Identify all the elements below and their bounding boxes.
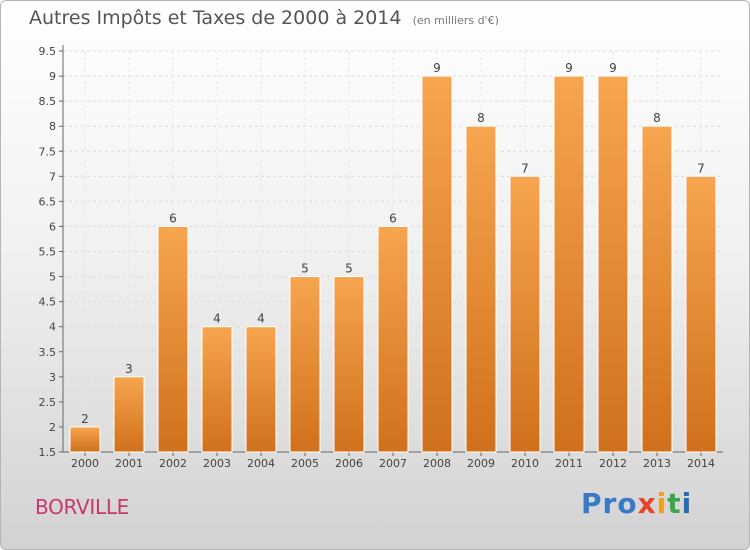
- value-label: 8: [477, 111, 485, 125]
- y-tick-label: 1.5: [39, 446, 57, 459]
- x-tick-label: 2009: [467, 457, 495, 470]
- x-tick-label: 2006: [335, 457, 363, 470]
- bar: [641, 125, 673, 453]
- y-tick-label: 5.5: [39, 246, 57, 259]
- value-label: 7: [697, 161, 705, 175]
- bar: [113, 376, 145, 453]
- value-label: 8: [653, 111, 661, 125]
- y-tick-label: 2: [49, 421, 56, 434]
- value-label: 7: [521, 161, 529, 175]
- bar: [509, 175, 541, 453]
- value-label: 4: [257, 312, 265, 326]
- bar: [465, 125, 497, 453]
- value-labels: 2 3 6 4 4 5 5 6 9 8 7 9 9 8 7: [81, 61, 705, 426]
- x-tick-label: 2013: [643, 457, 671, 470]
- y-tick-label: 2.5: [39, 396, 57, 409]
- value-label: 6: [389, 211, 397, 225]
- y-tick-label: 3: [49, 371, 56, 384]
- value-label: 9: [433, 61, 441, 75]
- x-tick-label: 2003: [203, 457, 231, 470]
- value-label: 3: [125, 362, 133, 376]
- logo-part: x: [637, 487, 657, 520]
- bar: [597, 75, 629, 453]
- y-tick-label: 5: [49, 271, 56, 284]
- bars: [69, 75, 717, 453]
- x-tick-label: 2010: [511, 457, 539, 470]
- x-tick-label: 2014: [687, 457, 715, 470]
- value-label: 4: [213, 312, 221, 326]
- y-tick-label: 8.5: [39, 95, 57, 108]
- bar: [421, 75, 453, 453]
- y-tick-label: 8: [49, 120, 56, 133]
- x-tick-label: 2011: [555, 457, 583, 470]
- value-label: 9: [609, 61, 617, 75]
- bar: [685, 175, 717, 453]
- y-tick-label: 6: [49, 220, 56, 233]
- proxiti-logo[interactable]: Proxiti: [581, 487, 692, 520]
- value-label: 5: [345, 262, 353, 276]
- x-tick-label: 2000: [71, 457, 99, 470]
- bar: [201, 326, 233, 453]
- y-tick-label: 6.5: [39, 195, 57, 208]
- y-tick-label: 4: [49, 321, 56, 334]
- value-label: 6: [169, 211, 177, 225]
- y-tick-label: 9.5: [39, 45, 57, 58]
- value-label: 9: [565, 61, 573, 75]
- logo-part: t: [667, 487, 682, 520]
- x-tick-label: 2002: [159, 457, 187, 470]
- x-tick-label: 2001: [115, 457, 143, 470]
- bar: [289, 276, 321, 453]
- axes: 1.5 2 2.5 3 3.5 4 4.5 5 5.5 6 6.5 7 7.5 8 8.5 9 9.5 2000 2…: [39, 45, 723, 470]
- bar: [69, 426, 101, 453]
- bar: [553, 75, 585, 453]
- chart-subtitle: (en milliers d'€): [412, 14, 499, 27]
- value-label: 2: [81, 412, 89, 426]
- x-tick-label: 2008: [423, 457, 451, 470]
- commune-name: BORVILLE: [35, 495, 130, 519]
- y-tick-label: 7: [49, 170, 56, 183]
- bar: [333, 276, 365, 453]
- y-tick-label: 9: [49, 70, 56, 83]
- logo-part: i: [656, 487, 668, 520]
- x-tick-label: 2007: [379, 457, 407, 470]
- bar: [245, 326, 277, 453]
- x-tick-label: 2012: [599, 457, 627, 470]
- x-tick-label: 2004: [247, 457, 275, 470]
- y-tick-label: 4.5: [39, 296, 57, 309]
- value-label: 5: [301, 262, 309, 276]
- bar: [157, 225, 189, 453]
- bar: [377, 225, 409, 453]
- logo-part: Pro: [581, 487, 638, 520]
- x-tick-label: 2005: [291, 457, 319, 470]
- logo-part: i: [681, 487, 693, 520]
- title-row: Autres Impôts et Taxes de 2000 à 2014 (e…: [29, 7, 499, 29]
- y-tick-label: 7.5: [39, 145, 57, 158]
- y-tick-label: 3.5: [39, 346, 57, 359]
- chart-title: Autres Impôts et Taxes de 2000 à 2014: [29, 7, 402, 29]
